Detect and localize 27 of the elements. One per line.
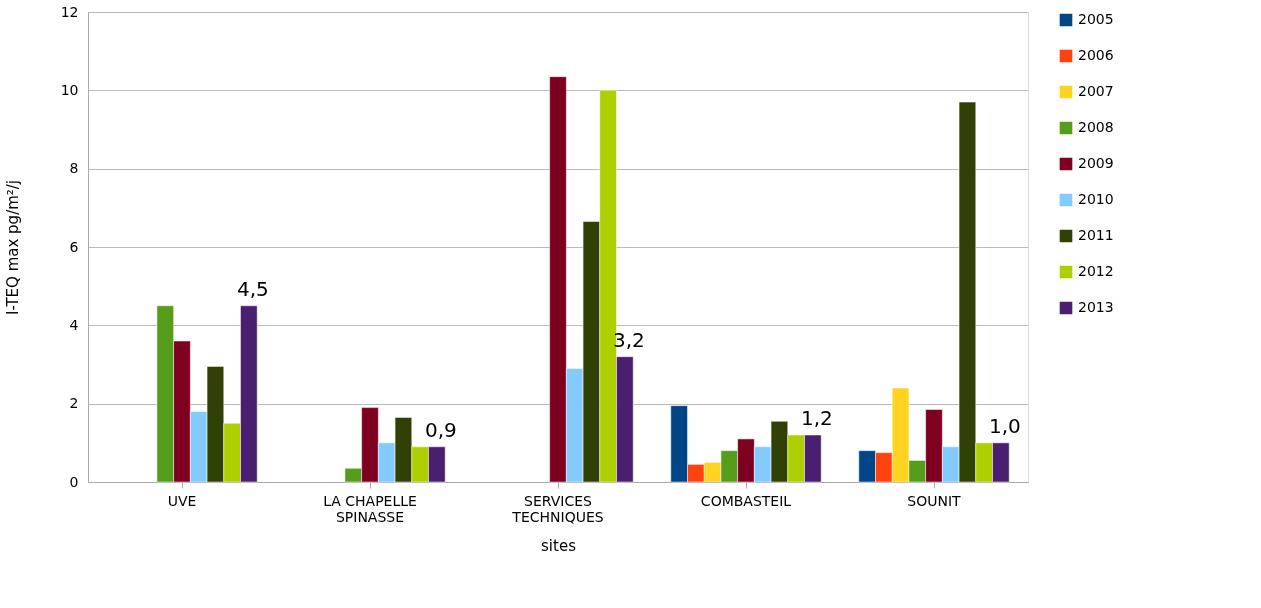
data-label: 1,0 xyxy=(988,413,1021,438)
data-label: 1,2 xyxy=(800,406,833,430)
legend-label: 2008 xyxy=(1078,119,1114,135)
legend-label: 2005 xyxy=(1078,11,1114,27)
y-tick-label: 8 xyxy=(69,160,79,177)
legend-label: 2010 xyxy=(1078,191,1114,207)
x-tick-label: UVE xyxy=(167,492,197,509)
legend-label: 2006 xyxy=(1078,47,1114,63)
y-axis-title: I-TEQ max pg/m²/j xyxy=(3,179,22,316)
x-tick-label: SERVICES TECHNIQUES xyxy=(511,492,604,525)
x-tick-label: SOUNIT xyxy=(907,492,962,509)
data-label: 0,9 xyxy=(424,417,457,442)
y-tick-label: 2 xyxy=(69,395,79,412)
legend-label: 2012 xyxy=(1078,263,1114,279)
y-tick-label: 10 xyxy=(60,81,79,98)
y-tick-label: 4 xyxy=(69,316,79,333)
x-axis-title: sites xyxy=(541,536,577,555)
x-tick-label: LA CHAPELLE SPINASSE xyxy=(323,492,417,525)
y-tick-label: 12 xyxy=(60,3,79,20)
y-tick-label: 0 xyxy=(69,473,79,490)
legend-label: 2013 xyxy=(1078,299,1114,315)
y-tick-label: 6 xyxy=(69,238,79,255)
legend-label: 2011 xyxy=(1078,227,1114,243)
data-label: 4,5 xyxy=(236,276,269,301)
legend-label: 2009 xyxy=(1078,155,1114,171)
legend-label: 2007 xyxy=(1078,83,1114,99)
x-tick-label: COMBASTEIL xyxy=(700,492,792,509)
